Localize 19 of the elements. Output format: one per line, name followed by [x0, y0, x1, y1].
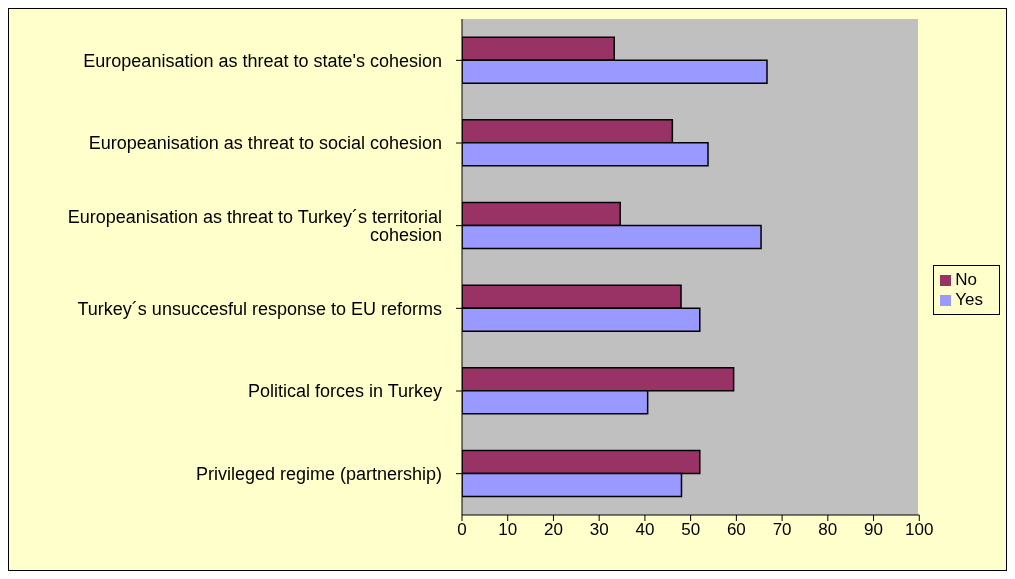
y-tick-label: Political forces in Turkey [247, 381, 442, 402]
x-tick-label: 30 [589, 520, 609, 540]
x-tick-label: 80 [818, 520, 838, 540]
y-tick-label: Europeanisation as threat to social cohesion [88, 133, 442, 154]
x-tick-label: 100 [905, 520, 934, 540]
x-tick-label: 50 [681, 520, 701, 540]
x-tick-label: 0 [457, 520, 467, 540]
x-tick-label: 70 [772, 520, 792, 540]
x-tick-label: 10 [498, 520, 518, 540]
x-tick-label: 90 [864, 520, 883, 540]
x-tick-label: 60 [726, 520, 746, 540]
y-tick-label: Privileged regime (partnership) [195, 464, 442, 485]
y-tick-label: Europeanisation as threat to Turkey´s territorial cohesion [67, 207, 442, 246]
legend-label: Yes [955, 289, 983, 309]
x-tick-label: 20 [543, 520, 563, 540]
legend-label: No [955, 269, 977, 289]
x-tick-label: 40 [635, 520, 655, 540]
y-tick-label: Europeanisation as threat to state's cohesion [83, 50, 442, 71]
y-tick-label: Turkey´s unsuccesful response to EU reforms [77, 298, 442, 319]
